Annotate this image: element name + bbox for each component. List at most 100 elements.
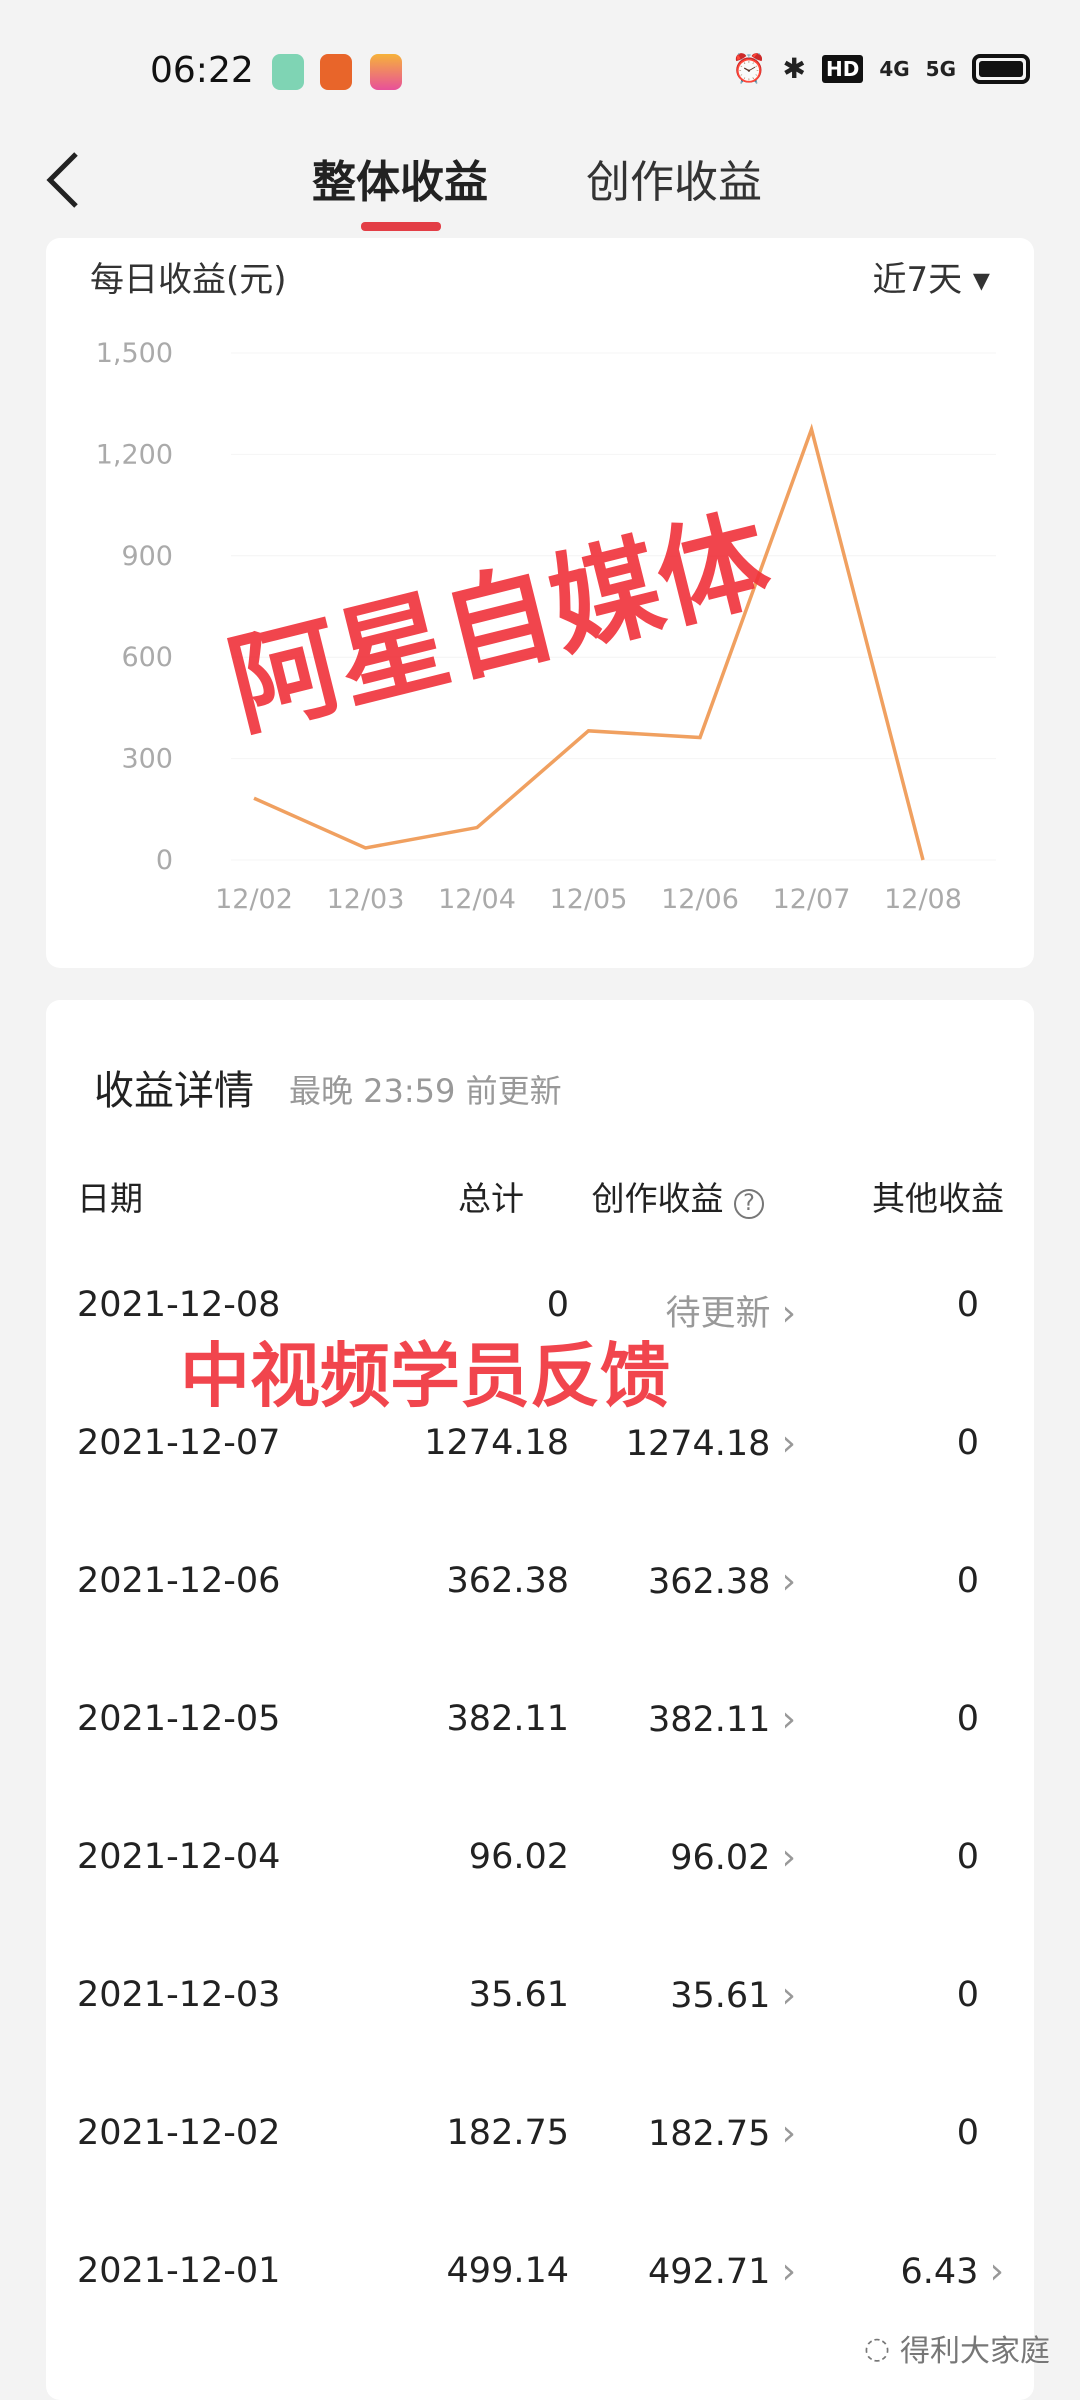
chart-title: 每日收益(元) — [90, 260, 287, 300]
row-other: 0 — [957, 1561, 979, 1601]
row-creation-value: 382.11 — [647, 1700, 771, 1740]
y-tick-label: 900 — [121, 541, 173, 572]
watermark-text: 中视频学员反馈 — [180, 1334, 670, 1417]
update-note: 最晚 23:59 前更新 — [289, 1072, 562, 1110]
row-date: 2021-12-01 — [77, 2251, 281, 2291]
row-creation-value: 96.02 — [670, 1838, 771, 1878]
row-creation[interactable]: 1274.18 › — [626, 1423, 796, 1464]
table-row: 2021-12-05 382.11 382.11 › 0 — [46, 1699, 1034, 1837]
header-creation-label: 创作收益 — [591, 1179, 724, 1218]
back-icon[interactable] — [44, 150, 84, 210]
app-notification-icon — [320, 54, 352, 90]
row-creation[interactable]: 待更新 › — [665, 1285, 796, 1336]
row-creation-value: 182.75 — [647, 2114, 771, 2154]
row-date: 2021-12-08 — [77, 1285, 281, 1325]
daily-earnings-card: 每日收益(元) 近7天 ▾ 0 300 600 900 1,200 1,500 12/02 1… — [46, 238, 1034, 968]
row-creation[interactable]: 382.11 › — [648, 1699, 796, 1740]
row-total: 182.75 — [446, 2113, 569, 2153]
row-total: 0 — [546, 1285, 569, 1325]
row-creation-value: 待更新 — [665, 1294, 771, 1334]
row-other: 0 — [957, 1699, 979, 1739]
header-total: 总计 — [458, 1179, 524, 1218]
signal-5g-icon: 5G — [925, 56, 956, 81]
row-other-value: 0 — [956, 1699, 979, 1739]
header-date: 日期 — [77, 1179, 143, 1218]
details-title: 收益详情 — [94, 1068, 254, 1114]
chevron-right-icon: › — [781, 2251, 796, 2292]
row-other: 0 — [957, 1975, 979, 2015]
help-icon[interactable]: ? — [734, 1189, 764, 1219]
row-creation-value: 492.71 — [647, 2252, 771, 2292]
x-tick-label: 12/03 — [327, 884, 405, 915]
app-notification-icon — [272, 54, 304, 90]
row-date: 2021-12-03 — [77, 1975, 281, 2015]
table-row: 2021-12-08 0 待更新 › 0 — [46, 1285, 1034, 1423]
bluetooth-icon: ✱ — [782, 52, 806, 85]
row-creation-value: 362.38 — [647, 1562, 771, 1602]
signal-4g-icon: 4G — [879, 56, 910, 81]
chevron-right-icon: › — [781, 1423, 796, 1464]
line-chart: 0 300 600 900 1,200 1,500 12/02 12/03 12/04 12/05… — [96, 338, 996, 915]
row-other-value: 0 — [956, 1837, 979, 1877]
row-other: 0 — [957, 1837, 979, 1877]
row-date: 2021-12-02 — [77, 2113, 281, 2153]
hd-icon: HD — [821, 54, 864, 83]
row-other-value: 6.43 — [900, 2252, 979, 2292]
y-tick-label: 1,200 — [96, 439, 173, 470]
x-tick-label: 12/06 — [661, 884, 739, 915]
battery-icon — [972, 53, 1030, 84]
row-date: 2021-12-04 — [77, 1837, 281, 1877]
row-other-value: 0 — [956, 1285, 979, 1325]
header-other: 其他收益 — [872, 1179, 1004, 1218]
row-creation[interactable]: 492.71 › — [648, 2251, 796, 2292]
table-row: 2021-12-03 35.61 35.61 › 0 — [46, 1975, 1034, 2113]
y-tick-label: 600 — [121, 642, 173, 673]
y-tick-label: 0 — [156, 845, 173, 876]
row-total: 382.11 — [446, 1699, 569, 1739]
tab-creation-earnings[interactable]: 创作收益 — [586, 157, 762, 208]
header-creation: 创作收益 ? — [591, 1172, 764, 1220]
row-other-value: 0 — [956, 1423, 979, 1463]
row-date: 2021-12-05 — [77, 1699, 281, 1739]
row-date: 2021-12-06 — [77, 1561, 281, 1601]
x-tick-label: 12/05 — [550, 884, 628, 915]
chevron-right-icon: › — [781, 1293, 796, 1334]
y-tick-label: 300 — [121, 744, 173, 775]
row-other: 0 — [957, 1285, 979, 1325]
status-time: 06:22 — [150, 50, 254, 91]
table-row: 2021-12-02 182.75 182.75 › 0 — [46, 2113, 1034, 2251]
row-total: 362.38 — [446, 1561, 569, 1601]
account-name: 得利大家庭 — [900, 2334, 1050, 2369]
row-total: 1274.18 — [424, 1423, 569, 1463]
x-tick-label: 12/02 — [215, 884, 293, 915]
row-other: 0 — [957, 1423, 979, 1463]
row-other-value: 0 — [956, 1975, 979, 2015]
row-creation[interactable]: 35.61 › — [670, 1975, 796, 2016]
chevron-right-icon: › — [989, 2251, 1004, 2292]
active-tab-indicator — [361, 222, 441, 231]
x-tick-label: 12/04 — [438, 884, 516, 915]
row-creation[interactable]: 96.02 › — [670, 1837, 796, 1878]
row-creation[interactable]: 182.75 › — [648, 2113, 796, 2154]
y-tick-label: 1,500 — [96, 338, 173, 369]
tab-overall-earnings[interactable]: 整体收益 — [312, 157, 488, 208]
table-row: 2021-12-04 96.02 96.02 › 0 — [46, 1837, 1034, 1975]
table-row: 2021-12-06 362.38 362.38 › 0 — [46, 1561, 1034, 1699]
row-creation[interactable]: 362.38 › — [648, 1561, 796, 1602]
chevron-right-icon: › — [781, 1561, 796, 1602]
chevron-right-icon: › — [781, 1699, 796, 1740]
row-creation-value: 35.61 — [670, 1976, 771, 2016]
row-other-value: 0 — [956, 1561, 979, 1601]
wechat-icon: ◌ — [863, 2330, 890, 2366]
date-range-selector[interactable]: 近7天 ▾ — [872, 252, 990, 301]
row-other[interactable]: 6.43 › — [901, 2251, 1004, 2292]
chevron-right-icon: › — [781, 1975, 796, 2016]
table-row: 2021-12-07 1274.18 1274.18 › 0 — [46, 1423, 1034, 1561]
account-watermark: ◌ 得利大家庭 — [864, 2326, 1050, 2370]
earnings-details-card: 收益详情 最晚 23:59 前更新 日期 总计 创作收益 ? 其他收益 2021… — [46, 1000, 1034, 2400]
x-tick-label: 12/08 — [884, 884, 962, 915]
chevron-right-icon: › — [781, 1837, 796, 1878]
row-total: 96.02 — [468, 1837, 569, 1877]
row-other-value: 0 — [956, 2113, 979, 2153]
status-bar: 06:22 ⏰ ✱ HD 4G 5G — [0, 50, 1080, 94]
